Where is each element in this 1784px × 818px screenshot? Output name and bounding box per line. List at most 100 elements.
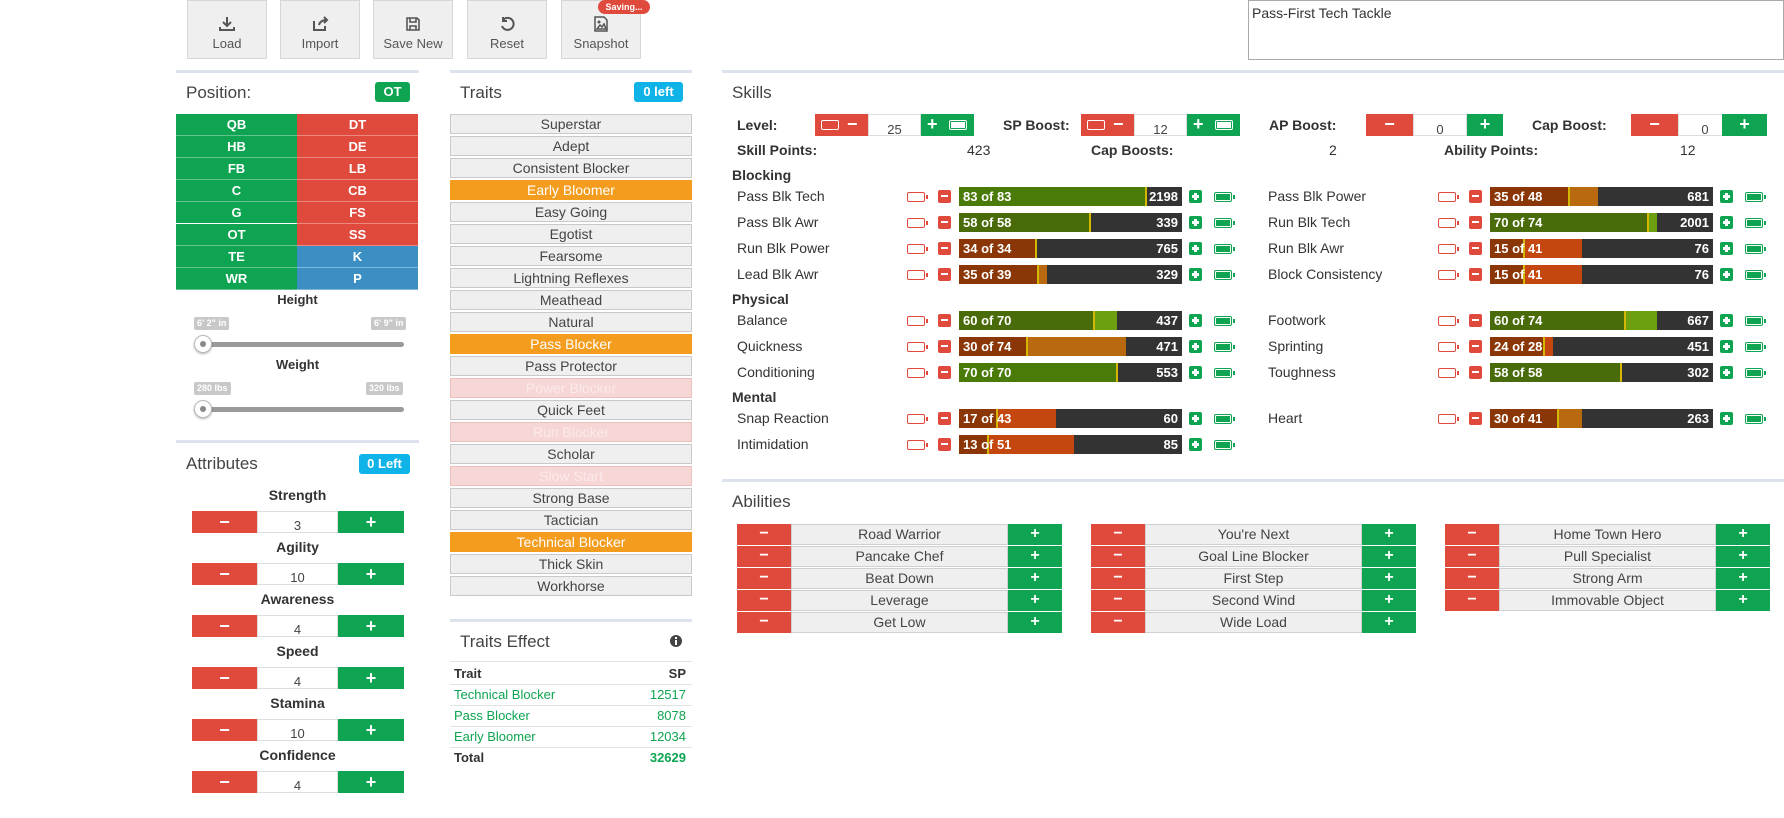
pass-blk-awr-cap-increase-icon[interactable]: [1214, 218, 1235, 228]
trait-scholar[interactable]: Scholar: [450, 444, 692, 464]
ability-add-wide-load[interactable]: +: [1362, 612, 1416, 633]
position-option-hb[interactable]: HB: [176, 136, 297, 158]
import-button[interactable]: Import: [280, 0, 360, 59]
stamina-value[interactable]: 10: [257, 719, 338, 741]
ability-strong-arm[interactable]: Strong Arm: [1499, 568, 1716, 589]
awareness-increase-button[interactable]: +: [338, 615, 404, 637]
trait-natural[interactable]: Natural: [450, 312, 692, 332]
run-blk-power-decrease-button[interactable]: [938, 242, 951, 255]
block-consistency-increase-button[interactable]: [1720, 268, 1733, 281]
ability-pull-specialist[interactable]: Pull Specialist: [1499, 546, 1716, 567]
trait-thick-skin[interactable]: Thick Skin: [450, 554, 692, 574]
trait-technical-blocker[interactable]: Technical Blocker: [450, 532, 692, 552]
ability-remove-goal-line-blocker[interactable]: −: [1091, 546, 1145, 567]
position-option-lb[interactable]: LB: [297, 158, 418, 180]
reset-button[interactable]: Reset: [467, 0, 547, 59]
speed-increase-button[interactable]: +: [338, 667, 404, 689]
build-name-field[interactable]: Pass-First Tech Tackle: [1248, 0, 1784, 60]
ap-boost-decrease-button[interactable]: −: [1366, 114, 1413, 136]
weight-slider-track[interactable]: [200, 407, 404, 412]
ability-add-beat-down[interactable]: +: [1008, 568, 1062, 589]
ability-remove-road-warrior[interactable]: −: [737, 524, 791, 545]
heart-cap-increase-icon[interactable]: [1745, 414, 1766, 424]
awareness-value[interactable]: 4: [257, 615, 338, 637]
ability-wide-load[interactable]: Wide Load: [1145, 612, 1362, 633]
stamina-increase-button[interactable]: +: [338, 719, 404, 741]
sprinting-decrease-button[interactable]: [1469, 340, 1482, 353]
level-decrease-button[interactable]: −: [815, 114, 868, 136]
ability-remove-get-low[interactable]: −: [737, 612, 791, 633]
trait-run-blocker[interactable]: Run Blocker: [450, 422, 692, 442]
ability-immovable-object[interactable]: Immovable Object: [1499, 590, 1716, 611]
balance-decrease-button[interactable]: [938, 314, 951, 327]
ability-remove-strong-arm[interactable]: −: [1445, 568, 1499, 589]
trait-tactician[interactable]: Tactician: [450, 510, 692, 530]
trait-slow-start[interactable]: Slow Start: [450, 466, 692, 486]
weight-slider-handle[interactable]: [194, 400, 212, 418]
conditioning-cap-decrease-icon[interactable]: [907, 368, 928, 378]
toughness-cap-decrease-icon[interactable]: [1438, 368, 1459, 378]
trait-meathead[interactable]: Meathead: [450, 290, 692, 310]
pass-blk-awr-cap-decrease-icon[interactable]: [907, 218, 928, 228]
footwork-cap-decrease-icon[interactable]: [1438, 316, 1459, 326]
ap-boost-increase-button[interactable]: +: [1467, 114, 1503, 136]
strength-increase-button[interactable]: +: [338, 511, 404, 533]
footwork-increase-button[interactable]: [1720, 314, 1733, 327]
ability-leverage[interactable]: Leverage: [791, 590, 1008, 611]
position-option-g[interactable]: G: [176, 202, 297, 224]
sp-boost-increase-button[interactable]: +: [1187, 114, 1240, 136]
ability-beat-down[interactable]: Beat Down: [791, 568, 1008, 589]
ability-road-warrior[interactable]: Road Warrior: [791, 524, 1008, 545]
toughness-increase-button[interactable]: [1720, 366, 1733, 379]
block-consistency-decrease-button[interactable]: [1469, 268, 1482, 281]
level-value[interactable]: 25: [868, 114, 921, 137]
intimidation-increase-button[interactable]: [1189, 438, 1202, 451]
ability-goal-line-blocker[interactable]: Goal Line Blocker: [1145, 546, 1362, 567]
strength-decrease-button[interactable]: −: [192, 511, 257, 533]
height-slider-handle[interactable]: [194, 335, 212, 353]
confidence-decrease-button[interactable]: −: [192, 771, 257, 793]
trait-early-bloomer[interactable]: Early Bloomer: [450, 180, 692, 200]
ability-add-home-town-hero[interactable]: +: [1716, 524, 1770, 545]
heart-increase-button[interactable]: [1720, 412, 1733, 425]
ap-boost-value[interactable]: 0: [1413, 114, 1467, 137]
position-option-wr[interactable]: WR: [176, 268, 297, 290]
position-option-c[interactable]: C: [176, 180, 297, 202]
ability-remove-leverage[interactable]: −: [737, 590, 791, 611]
position-option-ss[interactable]: SS: [297, 224, 418, 246]
awareness-decrease-button[interactable]: −: [192, 615, 257, 637]
run-blk-tech-decrease-button[interactable]: [1469, 216, 1482, 229]
run-blk-tech-cap-increase-icon[interactable]: [1745, 218, 1766, 228]
trait-quick-feet[interactable]: Quick Feet: [450, 400, 692, 420]
run-blk-tech-increase-button[interactable]: [1720, 216, 1733, 229]
ability-first-step[interactable]: First Step: [1145, 568, 1362, 589]
info-icon[interactable]: [670, 635, 682, 647]
position-option-qb[interactable]: QB: [176, 114, 297, 136]
ability-add-second-wind[interactable]: +: [1362, 590, 1416, 611]
position-option-te[interactable]: TE: [176, 246, 297, 268]
run-blk-tech-cap-decrease-icon[interactable]: [1438, 218, 1459, 228]
quickness-cap-decrease-icon[interactable]: [907, 342, 928, 352]
ability-add-goal-line-blocker[interactable]: +: [1362, 546, 1416, 567]
cap-boost-increase-button[interactable]: +: [1722, 114, 1767, 136]
pass-blk-awr-decrease-button[interactable]: [938, 216, 951, 229]
snap-reaction-decrease-button[interactable]: [938, 412, 951, 425]
sp-boost-value[interactable]: 12: [1134, 114, 1187, 137]
run-blk-power-cap-increase-icon[interactable]: [1214, 244, 1235, 254]
heart-decrease-button[interactable]: [1469, 412, 1482, 425]
run-blk-awr-increase-button[interactable]: [1720, 242, 1733, 255]
trait-fearsome[interactable]: Fearsome: [450, 246, 692, 266]
ability-remove-immovable-object[interactable]: −: [1445, 590, 1499, 611]
heart-cap-decrease-icon[interactable]: [1438, 414, 1459, 424]
block-consistency-cap-decrease-icon[interactable]: [1438, 270, 1459, 280]
lead-blk-awr-cap-decrease-icon[interactable]: [907, 270, 928, 280]
conditioning-decrease-button[interactable]: [938, 366, 951, 379]
ability-second-wind[interactable]: Second Wind: [1145, 590, 1362, 611]
trait-strong-base[interactable]: Strong Base: [450, 488, 692, 508]
toughness-cap-increase-icon[interactable]: [1745, 368, 1766, 378]
agility-increase-button[interactable]: +: [338, 563, 404, 585]
snap-reaction-cap-decrease-icon[interactable]: [907, 414, 928, 424]
footwork-decrease-button[interactable]: [1469, 314, 1482, 327]
run-blk-awr-decrease-button[interactable]: [1469, 242, 1482, 255]
position-option-cb[interactable]: CB: [297, 180, 418, 202]
